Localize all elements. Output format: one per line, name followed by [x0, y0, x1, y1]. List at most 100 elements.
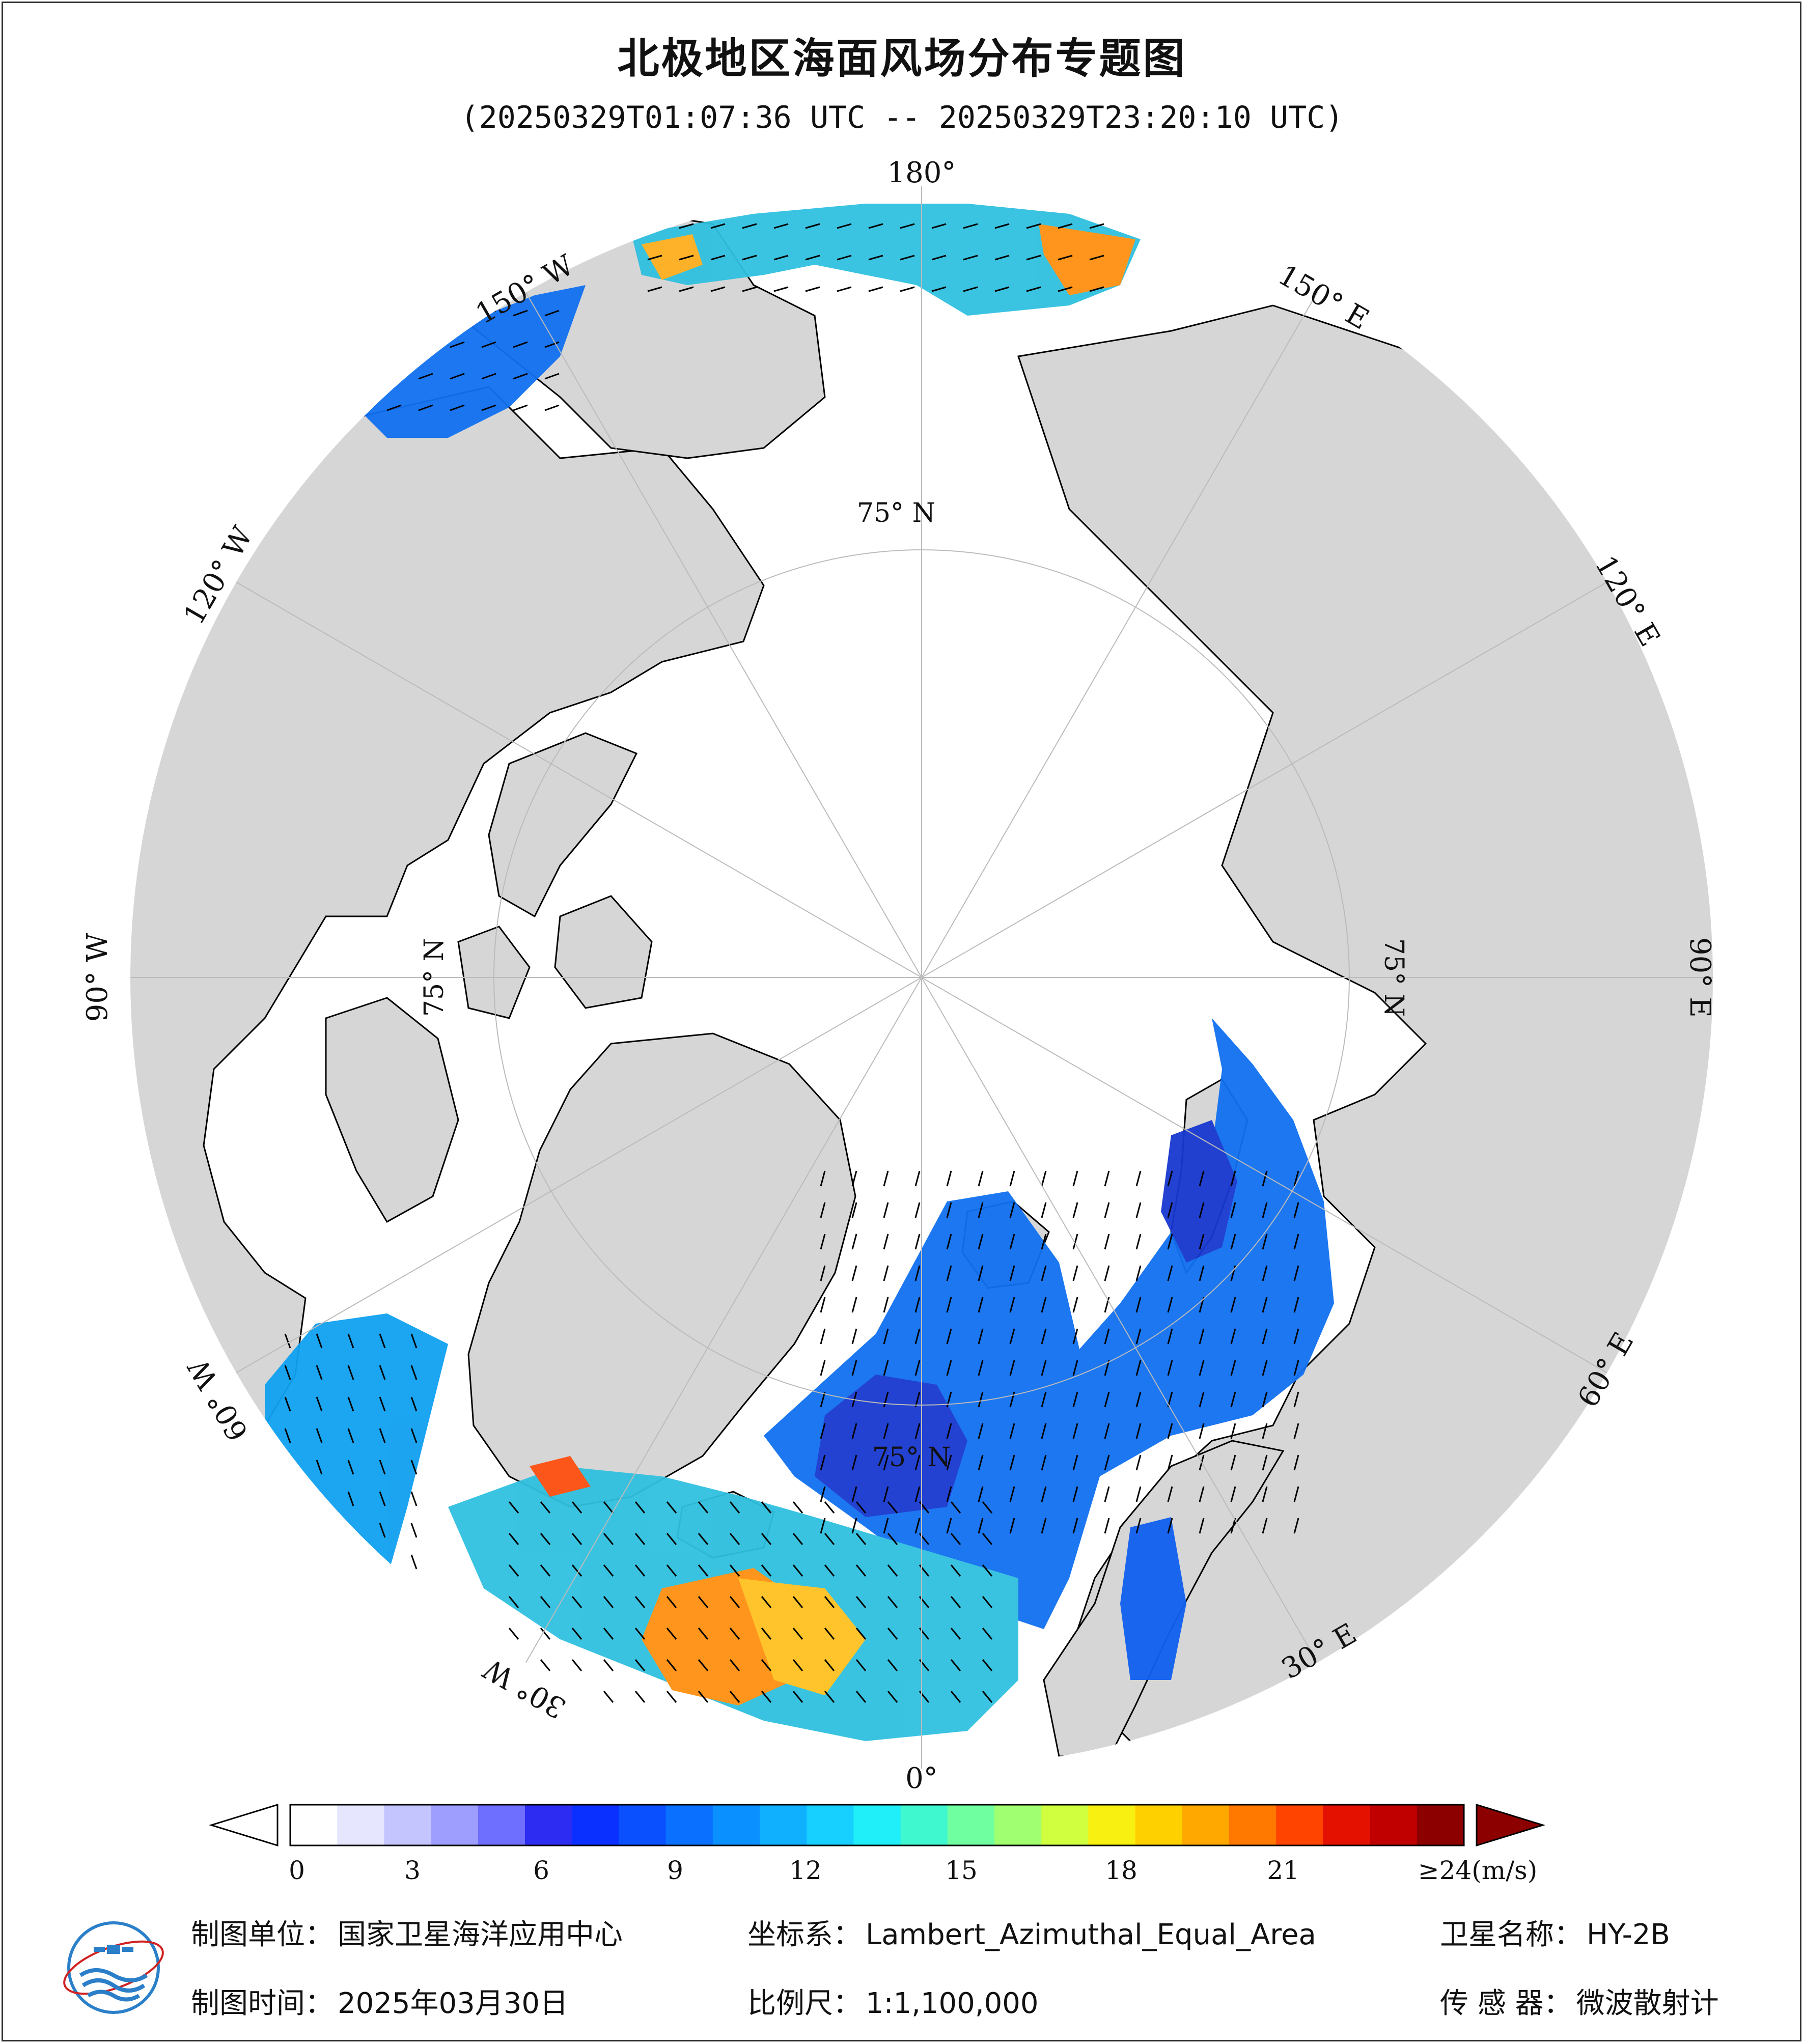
- colorbar-segment: [1417, 1805, 1464, 1845]
- wind-arrow: [603, 1691, 614, 1703]
- wind-arrow: [883, 1486, 889, 1502]
- wind-arrow: [603, 1501, 614, 1514]
- wind-arrow: [914, 1423, 921, 1439]
- wind-arrow: [824, 1691, 835, 1703]
- wind-arrow: [316, 1554, 323, 1570]
- wind-arrow: [946, 1518, 952, 1534]
- colorbar-segment: [665, 1805, 713, 1845]
- wind-arrow: [946, 1265, 952, 1281]
- wind-arrow: [1072, 1486, 1078, 1502]
- wind-arrow: [1104, 1234, 1110, 1250]
- wind-arrow: [1041, 1360, 1047, 1376]
- wind-arrow: [1199, 1518, 1205, 1534]
- wind-arrow: [316, 1365, 323, 1380]
- wind-arrow: [508, 1564, 519, 1577]
- wind-arrow: [1072, 1454, 1078, 1471]
- wind-arrow: [792, 1596, 803, 1608]
- wind-arrow: [946, 1486, 952, 1502]
- wind-arrow: [1262, 1454, 1268, 1471]
- wind-arrow: [837, 286, 852, 292]
- wind-arrow: [666, 1596, 677, 1608]
- lon-label-0: 0°: [905, 1762, 938, 1795]
- wind-arrow: [410, 1365, 418, 1380]
- wind-arrow: [1293, 1423, 1299, 1439]
- wind-arrow: [851, 1265, 857, 1281]
- wind-arrow: [883, 1202, 889, 1218]
- colorbar-segment: [1182, 1805, 1230, 1845]
- wind-arrow: [1167, 1328, 1173, 1345]
- wind-arrow: [805, 255, 820, 261]
- wind-arrow: [824, 1628, 835, 1640]
- wind-arrow: [1058, 223, 1073, 229]
- colorbar: [208, 1803, 1546, 1847]
- wind-arrow: [851, 1360, 857, 1376]
- wind-arrow: [931, 286, 947, 292]
- wind-arrow: [792, 1501, 803, 1514]
- wind-arrow: [698, 1691, 709, 1703]
- wind-arrow: [634, 1501, 646, 1514]
- wind-arrow: [1072, 1518, 1078, 1534]
- wind-arrow: [316, 1396, 323, 1412]
- wind-arrow: [1026, 223, 1041, 229]
- wind-arrow: [379, 1396, 386, 1412]
- wind-arrow: [1009, 1360, 1015, 1376]
- wind-arrow: [418, 341, 433, 348]
- wind-arrow: [931, 223, 947, 229]
- wind-arrow: [851, 1170, 857, 1187]
- wind-arrow: [1089, 223, 1104, 229]
- wind-arrow: [1089, 286, 1104, 292]
- wind-arrow: [1041, 1234, 1047, 1250]
- wind-arrow: [982, 1691, 993, 1703]
- wind-arrow: [950, 1628, 961, 1640]
- colorbar-segment: [853, 1805, 901, 1845]
- wind-arrow: [1009, 1234, 1015, 1250]
- wind-arrow: [851, 1297, 857, 1313]
- wind-arrow: [1072, 1423, 1078, 1439]
- wind-arrow: [773, 286, 789, 292]
- wind-arrow: [481, 373, 496, 380]
- wind-arrow: [1230, 1391, 1236, 1408]
- footer-scale: 比例尺： 1:1,100,000: [747, 1980, 1039, 2022]
- wind-arrow: [851, 1234, 857, 1250]
- wind-arrow: [1230, 1170, 1236, 1187]
- wind-arrow: [792, 1691, 803, 1703]
- wind-arrow: [887, 1564, 898, 1577]
- wind-arrow: [450, 310, 465, 317]
- wind-arrow: [883, 1518, 889, 1534]
- colorbar-tick-3: 3: [404, 1856, 421, 1885]
- wind-arrow: [1135, 1423, 1142, 1439]
- wind-arrow: [379, 1491, 386, 1506]
- wind-arrow: [1230, 1486, 1236, 1502]
- colorbar-tick-24: ≥24(m/s): [1418, 1856, 1538, 1885]
- wind-arrow: [1009, 1423, 1015, 1439]
- wind-arrow: [1041, 1391, 1047, 1408]
- wind-arrow: [1293, 1202, 1299, 1218]
- wind-arrow: [513, 373, 528, 380]
- wind-arrow: [946, 1170, 952, 1187]
- wind-arrow: [1293, 1328, 1299, 1345]
- wind-arrow: [792, 1564, 803, 1577]
- wind-arrow: [1230, 1234, 1236, 1250]
- wind-arrow: [837, 223, 852, 229]
- wind-arrow: [851, 1486, 857, 1502]
- wind-arrow: [1009, 1391, 1015, 1408]
- wind-arrow: [481, 404, 496, 411]
- wind-arrow: [887, 1533, 898, 1545]
- wind-arrow: [1293, 1391, 1299, 1408]
- wind-arrow: [855, 1628, 867, 1640]
- wind-arrow: [1230, 1518, 1236, 1534]
- wind-arrow: [571, 1501, 582, 1514]
- wind-arrow: [1167, 1454, 1173, 1471]
- footer-date: 制图时间： 2025年03月30日: [191, 1980, 568, 2022]
- wind-arrow: [410, 1491, 418, 1506]
- wind-arrow: [418, 373, 433, 380]
- wind-arrow: [1167, 1486, 1173, 1502]
- lat-label-75-top: 75° N: [857, 498, 935, 528]
- wind-arrow: [1135, 1360, 1142, 1376]
- wind-arrow: [883, 1328, 889, 1345]
- wind-arrow: [978, 1265, 984, 1281]
- wind-arrow: [931, 255, 947, 261]
- wind-arrow: [950, 1533, 961, 1545]
- wind-arrow: [1199, 1170, 1205, 1187]
- wind-arrow: [1104, 1202, 1110, 1218]
